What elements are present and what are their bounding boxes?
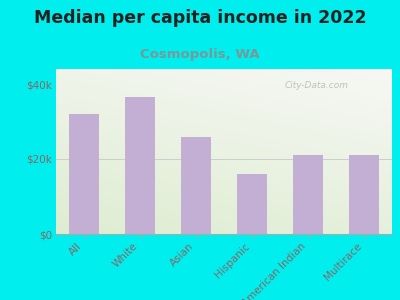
Bar [237,174,268,234]
Text: Cosmopolis, WA: Cosmopolis, WA [140,48,260,61]
Bar [293,155,324,234]
Bar [125,97,155,234]
Text: Median per capita income in 2022: Median per capita income in 2022 [34,9,366,27]
Bar [181,136,212,234]
Text: City-Data.com: City-Data.com [284,80,348,89]
Bar [348,155,379,234]
Bar [69,114,100,234]
